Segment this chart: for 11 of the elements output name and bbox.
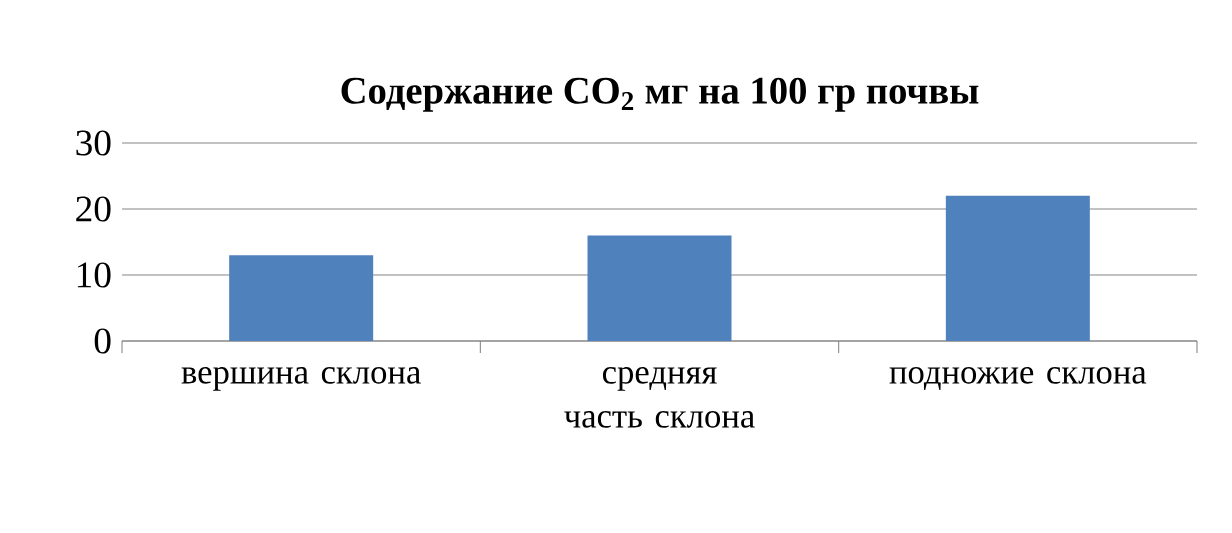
- x-tick-label: вершина склона: [181, 367, 421, 391]
- y-tick-label: 30: [76, 130, 111, 156]
- y-tick-label: 20: [76, 196, 111, 222]
- bar: [229, 255, 374, 341]
- chart-title: Содержание CO$_{2}$ мг на 100 гр почвы: [341, 77, 979, 112]
- x-tick-label: подножие склона: [889, 367, 1147, 391]
- bar: [587, 235, 732, 341]
- y-tick-label: 0: [94, 328, 111, 354]
- y-tick-label: 10: [77, 262, 111, 288]
- x-tick-label: средняя часть склона: [564, 367, 755, 428]
- bar: [945, 195, 1090, 341]
